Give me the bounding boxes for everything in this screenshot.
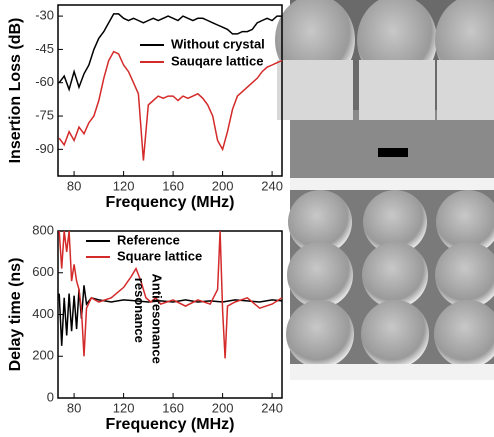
- x-tick-label: 80: [67, 178, 81, 193]
- y-tick-label: -30: [35, 8, 54, 23]
- y-tick-label: 800: [32, 222, 54, 237]
- x-tick-label: 240: [261, 400, 283, 415]
- annotation: resonance: [132, 278, 147, 343]
- sem-image-bottom: [286, 190, 494, 380]
- sem-image-top: [275, 0, 494, 190]
- legend-label: Without crystal: [171, 36, 265, 51]
- y-axis-label: Delay time (ns): [7, 258, 24, 372]
- legend-label: Sauqare lattice: [171, 53, 264, 68]
- plot-frame: [57, 4, 283, 177]
- x-tick-label: 160: [162, 400, 184, 415]
- series-line: [58, 285, 283, 346]
- x-axis-label: Frequency (MHz): [106, 194, 235, 211]
- annotation: Antiresonance: [149, 274, 164, 364]
- x-tick-label: 160: [162, 178, 184, 193]
- x-tick-label: 200: [212, 400, 234, 415]
- y-tick-label: 0: [47, 389, 54, 404]
- x-tick-label: 120: [113, 400, 135, 415]
- y-tick-label: 600: [32, 264, 54, 279]
- legend-label: Reference: [117, 232, 180, 247]
- x-tick-label: 120: [113, 178, 135, 193]
- y-tick-label: -60: [35, 74, 54, 89]
- x-tick-label: 200: [212, 178, 234, 193]
- x-tick-label: 240: [261, 178, 283, 193]
- y-tick-label: -75: [35, 107, 54, 122]
- series-line: [58, 13, 282, 92]
- x-axis-label: Frequency (MHz): [106, 416, 235, 433]
- y-tick-label: 200: [32, 348, 54, 363]
- y-axis-label: Insertion Loss (dB): [7, 18, 24, 164]
- series-line: [58, 230, 283, 359]
- y-tick-label: 400: [32, 306, 54, 321]
- y-tick-label: -90: [35, 141, 54, 156]
- series-line: [58, 50, 283, 161]
- legend-label: Square lattice: [117, 248, 202, 263]
- x-tick-label: 80: [67, 400, 81, 415]
- y-tick-label: -45: [35, 41, 54, 56]
